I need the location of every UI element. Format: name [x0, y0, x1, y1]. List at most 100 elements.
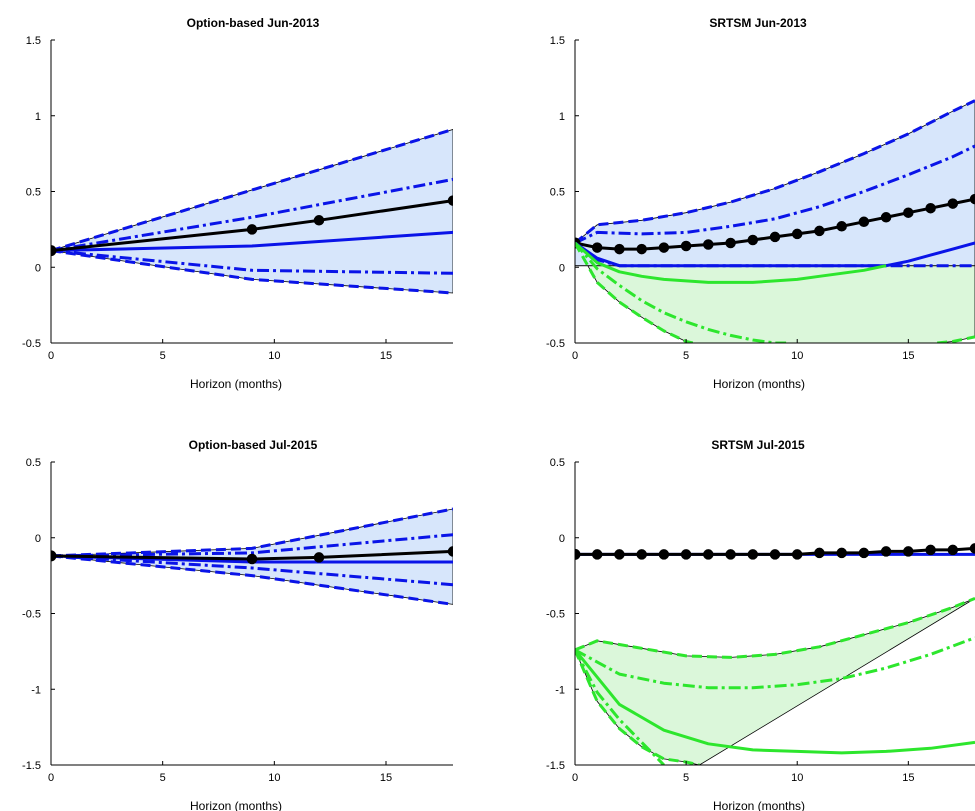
- x-tick-label: 5: [160, 772, 166, 784]
- data-point: [313, 552, 325, 563]
- y-tick-label: 0.5: [26, 187, 41, 199]
- series-line-4: [51, 554, 453, 587]
- data-point: [725, 237, 736, 249]
- data-point-origin: [575, 237, 581, 249]
- y-tick-label: -1: [31, 684, 41, 696]
- y-tick-label: 1: [559, 111, 565, 123]
- data-point: [614, 549, 625, 560]
- x-tick-label: 10: [791, 350, 803, 362]
- data-point: [447, 546, 453, 557]
- series-line-2: [51, 533, 453, 558]
- data-point: [836, 221, 847, 232]
- y-tick-label: 0.5: [550, 457, 565, 469]
- chart-panel-1: 0 5 10 15 -0.5 0 0.5 1 1.5 Option-based Jun-2013 H…: [22, 16, 453, 391]
- x-tick-label: 10: [268, 350, 280, 362]
- y-tick-label: -0.5: [22, 338, 41, 350]
- y-tick-label: -0.5: [546, 338, 565, 350]
- x-tick-label: 15: [380, 772, 392, 784]
- data-point: [703, 549, 714, 560]
- data-point: [969, 193, 975, 205]
- data-point: [636, 549, 647, 560]
- chart-title: SRTSM Jul-2015: [711, 438, 805, 452]
- x-tick-label: 15: [902, 772, 914, 784]
- x-tick-label: 15: [380, 350, 392, 362]
- x-axis-label: Horizon (months): [190, 799, 282, 811]
- y-tick-label: -0.5: [22, 609, 41, 621]
- series-line-7: [575, 242, 787, 343]
- data-point: [591, 549, 603, 560]
- data-point: [246, 553, 258, 565]
- y-tick-label: -0.5: [546, 609, 565, 621]
- series-line-1: [51, 507, 453, 558]
- x-tick-label: 5: [683, 350, 689, 362]
- y-tick-label: 1: [35, 111, 41, 123]
- data-point: [747, 234, 759, 246]
- data-point: [903, 546, 914, 557]
- series-line-3: [51, 230, 453, 253]
- x-tick-label: 0: [572, 350, 578, 362]
- series-line-4: [51, 249, 453, 275]
- data-point: [880, 546, 892, 557]
- data-point: [591, 242, 603, 253]
- y-tick-label: 0: [35, 262, 41, 274]
- data-point: [769, 231, 781, 243]
- chart-title: SRTSM Jun-2013: [709, 16, 807, 30]
- data-point: [658, 549, 670, 560]
- chart-panel-3: 0 5 10 15 -1.5 -1 -0.5 0 0.5 Option-based Jul-201…: [22, 438, 453, 811]
- plot-area: [51, 127, 453, 295]
- data-point: [925, 544, 936, 556]
- data-point: [858, 216, 870, 228]
- x-tick-label: 10: [268, 772, 280, 784]
- data-point: [636, 243, 647, 255]
- x-tick-label: 5: [160, 350, 166, 362]
- y-tick-label: -1.5: [22, 760, 41, 772]
- series-line-1: [575, 99, 975, 245]
- y-tick-label: 0: [35, 533, 41, 545]
- data-point-origin: [51, 550, 57, 562]
- confidence-band-1: [51, 128, 453, 294]
- data-point: [614, 243, 625, 255]
- series-line-3: [575, 597, 975, 659]
- series-line-2: [51, 177, 453, 253]
- chart-title: Option-based Jul-2015: [189, 438, 318, 452]
- y-tick-label: 0.5: [550, 187, 565, 199]
- x-axis-label: Horizon (months): [713, 377, 805, 391]
- data-point: [791, 549, 803, 560]
- data-point: [680, 240, 692, 252]
- data-point: [747, 549, 759, 560]
- x-tick-label: 15: [902, 350, 914, 362]
- series-line-6: [51, 199, 453, 253]
- data-point: [880, 212, 892, 223]
- data-point: [969, 543, 975, 554]
- y-tick-label: 0: [559, 262, 565, 274]
- y-tick-label: -1: [555, 684, 565, 696]
- data-point: [925, 202, 936, 214]
- data-point-origin: [51, 245, 57, 257]
- x-tick-label: 0: [48, 350, 54, 362]
- plot-area: [575, 99, 975, 343]
- data-point: [903, 207, 914, 218]
- data-point: [858, 547, 870, 559]
- x-axis-label: Horizon (months): [190, 377, 282, 391]
- data-point: [791, 228, 803, 240]
- data-point: [658, 242, 670, 253]
- data-point: [703, 239, 714, 250]
- data-point: [725, 549, 736, 560]
- y-tick-label: 1.5: [26, 35, 41, 47]
- series-line-6: [51, 549, 453, 561]
- data-point: [680, 549, 692, 560]
- data-point: [447, 195, 453, 206]
- x-tick-label: 10: [791, 772, 803, 784]
- series-line-5: [51, 249, 453, 295]
- data-point: [947, 544, 959, 556]
- data-point: [313, 215, 325, 226]
- chart-panel-2: 0 5 10 15 -0.5 0 0.5 1 1.5 SRTSM Jun-2013 Horizon …: [546, 16, 975, 391]
- x-tick-label: 5: [683, 772, 689, 784]
- data-point: [836, 547, 847, 559]
- series-line-5: [575, 648, 975, 755]
- series-line-2: [575, 144, 975, 245]
- series-line-1: [51, 127, 453, 253]
- y-tick-label: -1.5: [546, 760, 565, 772]
- data-point: [947, 198, 959, 209]
- y-tick-label: 0.5: [26, 457, 41, 469]
